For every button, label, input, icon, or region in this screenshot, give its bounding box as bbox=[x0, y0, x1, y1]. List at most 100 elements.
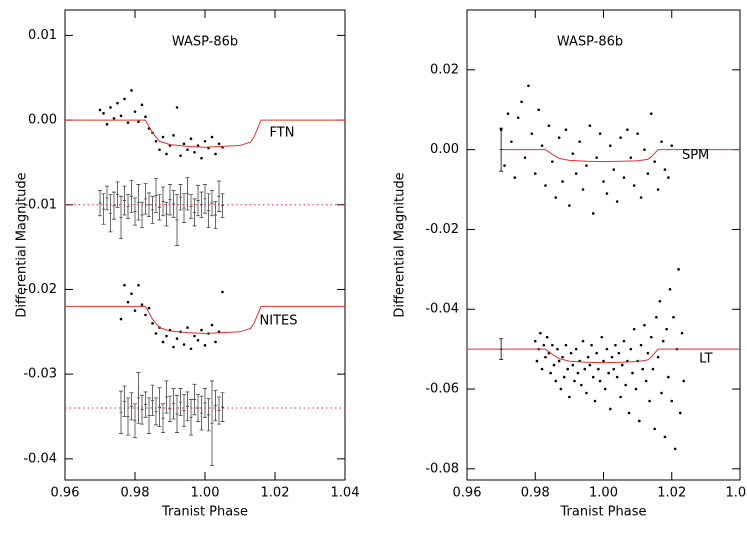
data-point bbox=[672, 315, 675, 319]
data-point bbox=[196, 338, 200, 342]
data-point bbox=[622, 339, 626, 343]
data-point bbox=[641, 367, 645, 371]
series-label: FTN bbox=[270, 125, 295, 140]
error-bar bbox=[143, 183, 148, 215]
error-bar bbox=[189, 194, 193, 219]
data-point bbox=[576, 371, 580, 375]
data-point bbox=[619, 136, 622, 139]
error-bar bbox=[185, 391, 190, 422]
error-bar bbox=[210, 380, 214, 467]
data-point bbox=[566, 367, 569, 371]
error-bar bbox=[206, 398, 211, 432]
data-point bbox=[147, 306, 151, 310]
data-point bbox=[557, 359, 561, 363]
data-point bbox=[660, 391, 663, 395]
data-point bbox=[516, 116, 520, 120]
y-tick-label: -0.08 bbox=[425, 461, 459, 476]
data-point bbox=[609, 144, 612, 147]
error-bar bbox=[217, 396, 221, 425]
data-point bbox=[133, 110, 137, 113]
error-bar bbox=[157, 387, 162, 428]
error-bar bbox=[220, 193, 225, 218]
data-point bbox=[203, 344, 207, 347]
error-bar bbox=[175, 194, 179, 246]
data-point bbox=[189, 347, 193, 351]
data-point bbox=[585, 164, 588, 167]
data-point bbox=[564, 128, 568, 131]
data-point bbox=[200, 156, 203, 160]
data-point bbox=[595, 156, 598, 159]
error-bar bbox=[112, 191, 116, 220]
data-point bbox=[665, 327, 668, 331]
data-point bbox=[673, 447, 677, 451]
error-bar bbox=[105, 185, 109, 211]
y-tick-label: -0.02 bbox=[425, 222, 459, 237]
data-point bbox=[571, 152, 575, 155]
x-tick-label: 1.00 bbox=[589, 486, 618, 501]
error-bar bbox=[189, 399, 193, 436]
data-point bbox=[556, 347, 559, 351]
error-bar bbox=[168, 395, 172, 422]
x-tick-label: 1.02 bbox=[261, 486, 290, 501]
data-point bbox=[503, 164, 506, 167]
data-point bbox=[123, 283, 126, 287]
data-point bbox=[161, 135, 165, 139]
data-point bbox=[648, 399, 651, 403]
error-bar bbox=[136, 184, 141, 221]
data-point bbox=[540, 144, 544, 147]
y-tick-label: -0.06 bbox=[425, 382, 459, 397]
data-point bbox=[549, 371, 552, 375]
error-bar bbox=[196, 184, 200, 217]
data-point bbox=[634, 387, 638, 391]
data-point bbox=[210, 135, 214, 139]
data-point bbox=[539, 331, 542, 335]
data-point bbox=[593, 399, 597, 403]
x-tick-label: 0.96 bbox=[51, 486, 80, 501]
error-bar bbox=[129, 392, 134, 421]
error-bar bbox=[164, 380, 169, 414]
data-point bbox=[646, 351, 650, 355]
data-point bbox=[629, 156, 633, 159]
data-point bbox=[564, 343, 568, 347]
series-label: SPM bbox=[682, 148, 709, 163]
data-point bbox=[102, 112, 105, 115]
data-point bbox=[632, 184, 636, 187]
series-label: LT bbox=[699, 352, 712, 367]
data-point bbox=[126, 121, 130, 124]
data-point bbox=[130, 292, 133, 295]
data-point bbox=[644, 379, 648, 383]
error-bar bbox=[147, 397, 151, 434]
data-point bbox=[520, 100, 523, 104]
data-point bbox=[571, 363, 575, 367]
x-tick-label: 0.98 bbox=[521, 486, 550, 501]
data-point bbox=[144, 313, 147, 317]
error-bar bbox=[150, 195, 155, 224]
data-point bbox=[658, 299, 662, 303]
data-point bbox=[605, 347, 609, 351]
data-point bbox=[154, 139, 158, 143]
data-point bbox=[154, 332, 158, 335]
data-point bbox=[559, 387, 563, 391]
error-bar bbox=[220, 392, 225, 422]
data-point bbox=[189, 137, 193, 141]
data-point bbox=[667, 176, 670, 179]
error-bar bbox=[178, 388, 183, 417]
x-axis-label: Tranist Phase bbox=[161, 505, 248, 520]
data-point bbox=[98, 108, 102, 112]
data-point bbox=[210, 323, 214, 327]
y-tick-label: -0.01 bbox=[23, 197, 57, 212]
data-point bbox=[203, 139, 207, 143]
error-bar bbox=[164, 201, 169, 227]
data-point bbox=[624, 383, 627, 387]
data-point bbox=[643, 148, 646, 151]
error-bar bbox=[161, 186, 165, 217]
data-point bbox=[569, 351, 573, 355]
y-tick-label: 0.02 bbox=[430, 62, 459, 77]
error-bar bbox=[126, 194, 130, 219]
data-point bbox=[656, 188, 660, 191]
data-point bbox=[677, 268, 680, 271]
data-point bbox=[140, 103, 144, 107]
data-point bbox=[130, 89, 133, 92]
data-point bbox=[680, 331, 684, 335]
data-point bbox=[597, 367, 600, 371]
